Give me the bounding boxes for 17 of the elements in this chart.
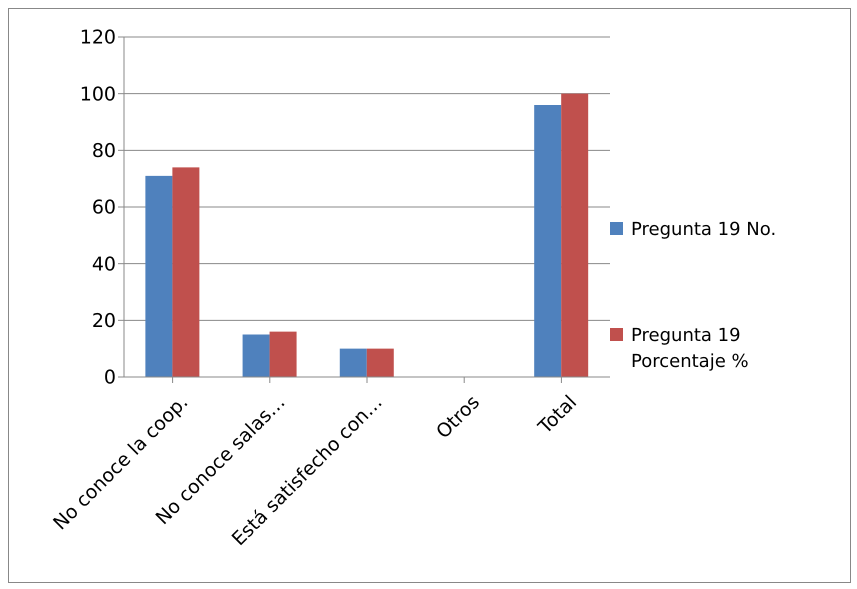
bar	[561, 94, 588, 377]
y-tick-label: 20	[92, 310, 116, 332]
bar	[534, 105, 562, 377]
y-tick-label: 0	[104, 366, 116, 389]
bar	[172, 167, 200, 377]
y-tick-label: 80	[92, 140, 116, 162]
bar	[242, 334, 270, 377]
y-tick-label: 100	[80, 83, 116, 106]
legend-label: Pregunta 19 No.	[631, 218, 778, 242]
bar	[270, 332, 297, 377]
y-tick-label: 40	[92, 253, 116, 276]
y-tick-label: 60	[92, 196, 116, 219]
y-tick-label: 120	[80, 26, 116, 49]
bar	[340, 348, 367, 377]
bar	[366, 348, 394, 377]
legend-label: Pregunta 19 Porcentaje %	[631, 324, 750, 374]
bar	[145, 176, 172, 377]
